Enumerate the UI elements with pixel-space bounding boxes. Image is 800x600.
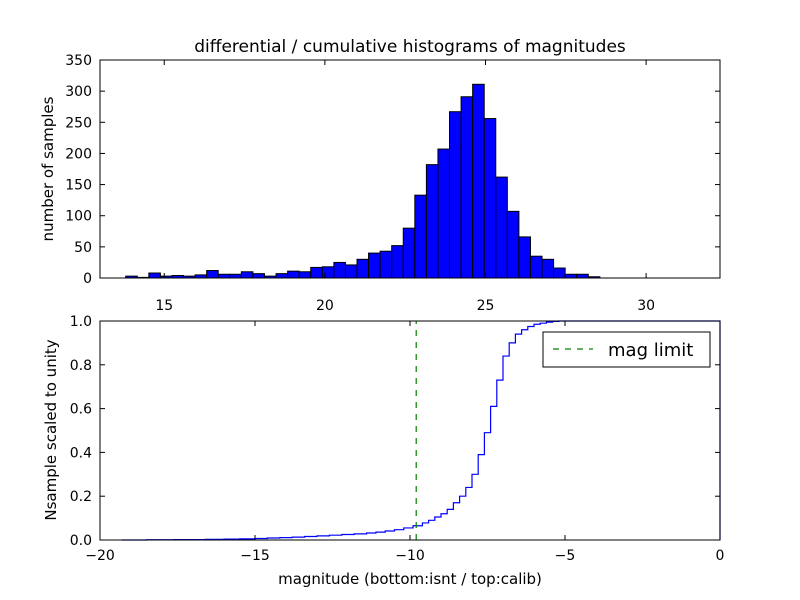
histogram-bar	[298, 271, 312, 279]
histogram-bar	[460, 96, 474, 279]
bottom-x-ticks: −20 −15 −10 −5 0	[85, 321, 724, 564]
histogram-bar	[541, 258, 555, 279]
histogram-bar	[321, 266, 335, 279]
y-tick-label: 0.2	[70, 489, 92, 505]
y-tick-label: 0	[83, 271, 92, 287]
histogram-bar	[333, 261, 346, 279]
y-tick-label: 50	[74, 240, 92, 256]
histogram-bar	[483, 118, 497, 279]
x-tick-label: −10	[395, 548, 425, 564]
histogram-bar	[275, 273, 289, 279]
histogram-bar	[344, 264, 358, 279]
y-tick-label: 0.8	[70, 358, 92, 374]
x-tick-label: 20	[316, 298, 334, 314]
top-y-axis-label: number of samples	[39, 96, 57, 241]
x-tick-label: 30	[637, 298, 655, 314]
chart-title: differential / cumulative histograms of …	[194, 37, 626, 57]
x-tick-label: −20	[85, 548, 115, 564]
histogram-bar	[368, 252, 381, 279]
top-histogram-panel: differential / cumulative histograms of …	[39, 37, 721, 314]
y-tick-label: 0.0	[70, 533, 92, 549]
histogram-bar	[217, 273, 231, 279]
y-tick-label: 350	[65, 53, 92, 69]
histogram-bar	[506, 210, 520, 279]
legend: mag limit	[542, 331, 711, 368]
y-tick-label: 150	[65, 178, 92, 194]
histogram-bar	[425, 164, 439, 279]
y-tick-label: 0.6	[70, 402, 92, 418]
histogram-bar	[553, 267, 566, 279]
histogram-bar	[229, 273, 242, 279]
bottom-cumulative-panel: 0.0 0.2 0.4 0.6 0.8 1.0 −20 −15 −10 −5 0 Nsample …	[42, 314, 724, 588]
x-tick-label: 0	[716, 548, 725, 564]
histogram-bar	[148, 272, 161, 279]
cumulative-step-line	[121, 320, 721, 541]
histogram-bar	[310, 266, 323, 279]
histogram-bar	[391, 245, 404, 279]
x-tick-label: 15	[155, 298, 173, 314]
x-tick-label: 25	[477, 298, 495, 314]
histogram-bar	[414, 194, 427, 279]
cumulative-series	[121, 320, 721, 541]
y-tick-label: 250	[65, 115, 92, 131]
y-tick-label: 200	[65, 146, 92, 162]
top-y-ticks: 0 50 100 150 200 250 300 350	[65, 53, 720, 287]
histogram-bar	[564, 273, 578, 279]
histogram-bar	[206, 270, 219, 279]
bottom-x-axis-label: magnitude (bottom:isnt / top:calib)	[278, 570, 542, 588]
histogram-bar	[576, 273, 589, 279]
histogram-bar	[287, 270, 300, 279]
histogram-bar	[240, 271, 254, 279]
histogram-bar	[252, 273, 265, 279]
histogram-bar	[449, 111, 462, 279]
histogram-bar	[379, 250, 393, 279]
x-tick-label: −5	[555, 548, 576, 564]
histogram-bar	[356, 258, 370, 279]
histogram-bar	[472, 83, 485, 279]
top-axes-frame	[99, 59, 721, 279]
top-x-ticks: 15 20 25 30	[155, 60, 655, 314]
bottom-y-axis-label: Nsample scaled to unity	[42, 339, 60, 520]
bottom-axes-frame	[99, 320, 721, 541]
histogram-bar	[437, 148, 451, 279]
histogram-bar	[495, 176, 508, 279]
y-tick-label: 0.4	[70, 445, 92, 461]
legend-label-mag-limit: mag limit	[608, 340, 693, 361]
histogram-bar	[529, 255, 543, 279]
histogram-bars	[125, 83, 601, 279]
histogram-bar	[518, 236, 531, 279]
y-tick-label: 300	[65, 84, 92, 100]
y-tick-label: 1.0	[70, 314, 92, 330]
y-tick-label: 100	[65, 209, 92, 225]
histogram-bar	[402, 227, 416, 279]
x-tick-label: −15	[240, 548, 270, 564]
